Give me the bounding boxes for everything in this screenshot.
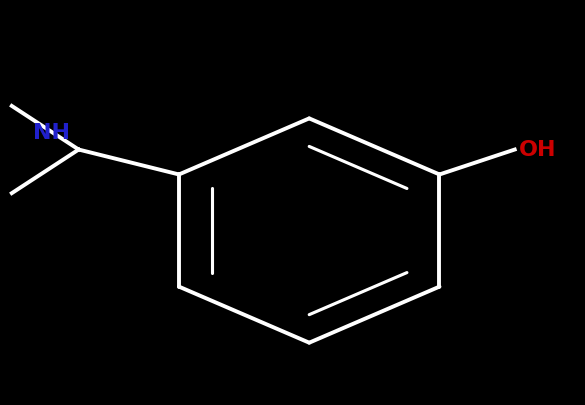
- Text: OH: OH: [519, 140, 556, 160]
- Text: NH: NH: [33, 123, 70, 143]
